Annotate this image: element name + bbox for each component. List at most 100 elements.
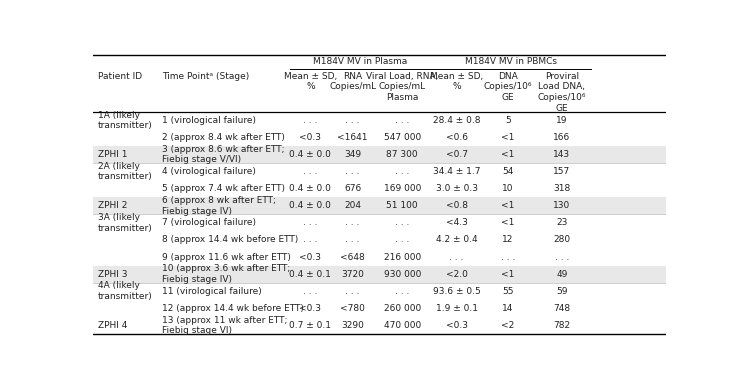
Text: <0.6: <0.6 (445, 133, 468, 142)
Text: Mean ± SD,
%: Mean ± SD, % (430, 72, 483, 91)
Text: 676: 676 (344, 184, 361, 193)
Text: <1: <1 (501, 150, 514, 159)
Bar (92, 146, 666, 163)
Text: . . .: . . . (500, 253, 515, 262)
Text: . . .: . . . (346, 167, 360, 176)
Text: 3720: 3720 (341, 270, 364, 278)
Text: <0.3: <0.3 (445, 321, 468, 330)
Text: 4A (likely
transmitter): 4A (likely transmitter) (98, 282, 152, 301)
Text: 1.9 ± 0.1: 1.9 ± 0.1 (436, 304, 478, 313)
Text: . . .: . . . (395, 286, 409, 296)
Text: 130: 130 (554, 201, 571, 210)
Text: 51 100: 51 100 (386, 201, 418, 210)
Text: 7 (virological failure): 7 (virological failure) (163, 219, 257, 227)
Text: 204: 204 (344, 201, 361, 210)
Text: <1641: <1641 (337, 133, 368, 142)
Text: 55: 55 (502, 286, 514, 296)
Text: 2A (likely
transmitter): 2A (likely transmitter) (98, 162, 152, 181)
Text: M184V MV in Plasma: M184V MV in Plasma (313, 57, 407, 66)
Text: 54: 54 (502, 167, 514, 176)
Text: . . .: . . . (303, 235, 317, 244)
Text: 34.4 ± 1.7: 34.4 ± 1.7 (433, 167, 480, 176)
Text: . . .: . . . (395, 219, 409, 227)
Text: . . .: . . . (346, 286, 360, 296)
Text: 349: 349 (344, 150, 361, 159)
Text: Proviral
Load DNA,
Copies/10⁶
GE: Proviral Load DNA, Copies/10⁶ GE (538, 72, 586, 113)
Text: 318: 318 (554, 184, 571, 193)
Text: . . .: . . . (303, 116, 317, 125)
Text: 23: 23 (556, 219, 568, 227)
Text: ZPHI 2: ZPHI 2 (98, 201, 127, 210)
Text: <0.7: <0.7 (445, 150, 468, 159)
Text: 3.0 ± 0.3: 3.0 ± 0.3 (436, 184, 478, 193)
Text: 1 (virological failure): 1 (virological failure) (163, 116, 257, 125)
Text: . . .: . . . (395, 235, 409, 244)
Text: . . .: . . . (449, 253, 464, 262)
Text: 49: 49 (556, 270, 568, 278)
Text: <2: <2 (501, 321, 514, 330)
Text: 13 (approx 11 wk after ETT;
Fiebig stage VI): 13 (approx 11 wk after ETT; Fiebig stage… (163, 316, 288, 335)
Text: Time Pointᵃ (Stage): Time Pointᵃ (Stage) (163, 72, 249, 81)
Text: 10 (approx 3.6 wk after ETT;
Fiebig stage IV): 10 (approx 3.6 wk after ETT; Fiebig stag… (163, 264, 291, 284)
Text: 547 000: 547 000 (383, 133, 421, 142)
Text: <0.8: <0.8 (445, 201, 468, 210)
Text: . . .: . . . (346, 235, 360, 244)
Text: 470 000: 470 000 (383, 321, 421, 330)
Text: 0.4 ± 0.1: 0.4 ± 0.1 (289, 270, 332, 278)
Text: 8 (approx 14.4 wk before ETT): 8 (approx 14.4 wk before ETT) (163, 235, 299, 244)
Text: <1: <1 (501, 133, 514, 142)
Text: . . .: . . . (346, 219, 360, 227)
Text: 166: 166 (554, 133, 571, 142)
Text: Patient ID: Patient ID (98, 72, 142, 81)
Text: 0.4 ± 0.0: 0.4 ± 0.0 (289, 201, 332, 210)
Text: 0.4 ± 0.0: 0.4 ± 0.0 (289, 150, 332, 159)
Text: <780: <780 (340, 304, 365, 313)
Text: 0.7 ± 0.1: 0.7 ± 0.1 (289, 321, 332, 330)
Text: <2.0: <2.0 (445, 270, 468, 278)
Text: <4.3: <4.3 (445, 219, 468, 227)
Bar (92, 265, 666, 283)
Text: 930 000: 930 000 (383, 270, 421, 278)
Text: <1: <1 (501, 219, 514, 227)
Text: 93.6 ± 0.5: 93.6 ± 0.5 (433, 286, 480, 296)
Text: 782: 782 (554, 321, 571, 330)
Text: ZPHI 3: ZPHI 3 (98, 270, 127, 278)
Text: M184V MV in PBMCs: M184V MV in PBMCs (465, 57, 556, 66)
Text: 6 (approx 8 wk after ETT;
Fiebig stage IV): 6 (approx 8 wk after ETT; Fiebig stage I… (163, 196, 276, 215)
Text: . . .: . . . (395, 167, 409, 176)
Text: RNA
Copies/mL: RNA Copies/mL (329, 72, 376, 91)
Text: <648: <648 (340, 253, 365, 262)
Text: Mean ± SD,
%: Mean ± SD, % (284, 72, 337, 91)
Text: 0.4 ± 0.0: 0.4 ± 0.0 (289, 184, 332, 193)
Text: <1: <1 (501, 270, 514, 278)
Text: ZPHI 1: ZPHI 1 (98, 150, 127, 159)
Text: 5 (approx 7.4 wk after ETT): 5 (approx 7.4 wk after ETT) (163, 184, 286, 193)
Text: <0.3: <0.3 (300, 253, 321, 262)
Text: ZPHI 4: ZPHI 4 (98, 321, 127, 330)
Text: 9 (approx 11.6 wk after ETT): 9 (approx 11.6 wk after ETT) (163, 253, 292, 262)
Bar (92, 197, 666, 214)
Text: 12: 12 (502, 235, 514, 244)
Text: 59: 59 (556, 286, 568, 296)
Text: 3A (likely
transmitter): 3A (likely transmitter) (98, 213, 152, 233)
Text: 216 000: 216 000 (383, 253, 421, 262)
Text: DNA
Copies/10⁶
GE: DNA Copies/10⁶ GE (483, 72, 532, 102)
Text: Viral Load, RNA,
Copies/mL
Plasma: Viral Load, RNA, Copies/mL Plasma (366, 72, 438, 102)
Text: . . .: . . . (303, 286, 317, 296)
Text: 2 (approx 8.4 wk after ETT): 2 (approx 8.4 wk after ETT) (163, 133, 286, 142)
Text: . . .: . . . (346, 116, 360, 125)
Text: <1: <1 (501, 201, 514, 210)
Text: 11 (virological failure): 11 (virological failure) (163, 286, 262, 296)
Text: 10: 10 (502, 184, 514, 193)
Text: . . .: . . . (555, 253, 569, 262)
Text: 4.2 ± 0.4: 4.2 ± 0.4 (436, 235, 477, 244)
Text: 87 300: 87 300 (386, 150, 418, 159)
Text: 280: 280 (554, 235, 571, 244)
Text: 5: 5 (505, 116, 511, 125)
Text: 260 000: 260 000 (383, 304, 421, 313)
Text: 28.4 ± 0.8: 28.4 ± 0.8 (433, 116, 480, 125)
Text: 157: 157 (554, 167, 571, 176)
Text: <0.3: <0.3 (300, 133, 321, 142)
Text: 4 (virological failure): 4 (virological failure) (163, 167, 256, 176)
Text: 19: 19 (556, 116, 568, 125)
